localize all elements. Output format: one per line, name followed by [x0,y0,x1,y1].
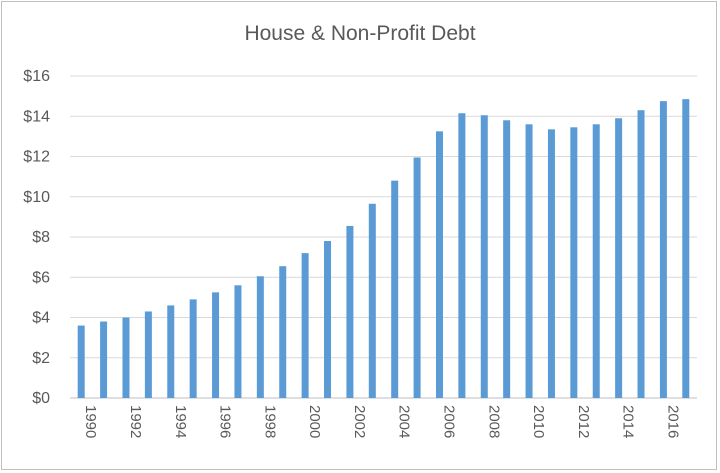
bar-1996 [212,292,220,398]
bar-2015 [637,110,645,399]
gridlines [70,75,697,399]
x-tick-label: 2006 [440,405,457,438]
x-tick-label: 2016 [664,405,681,438]
bar-series [77,99,690,399]
bar-2012 [570,127,578,398]
bar-2007 [458,113,466,398]
bar-1992 [122,317,130,398]
bar-1997 [234,285,242,398]
bar-1990 [77,325,85,398]
y-tick-label: $14 [23,108,50,125]
y-tick-label: $6 [32,269,50,286]
bar-2006 [435,131,443,398]
y-axis-ticks: $0 $2 $4 $6 $8 $10 $12 $14 $16 [23,68,50,407]
y-tick-label: $2 [32,350,50,367]
bar-2016 [659,101,667,398]
x-tick-label: 2002 [351,405,368,438]
bar-2005 [413,157,421,398]
bar-2011 [547,129,555,399]
y-tick-label: $0 [32,390,50,407]
bar-2004 [391,180,399,398]
bar-2003 [368,203,376,398]
bar-2009 [503,120,511,399]
y-tick-label: $8 [32,229,50,246]
x-tick-label: 2000 [306,405,323,438]
bar-2010 [525,124,533,399]
bar-2008 [480,115,488,399]
x-axis-ticks: 1990 1992 1994 1996 1998 2000 2002 2004 2006 2008… [82,405,681,438]
bar-1994 [167,305,175,398]
bar-2017 [682,99,690,399]
x-tick-label: 2010 [530,405,547,438]
bar-1998 [256,276,264,398]
y-tick-label: $4 [32,310,50,327]
y-tick-label: $10 [23,189,50,206]
x-tick-label: 1990 [82,405,99,438]
bar-2013 [592,124,600,399]
y-tick-label: $12 [23,149,50,166]
chart-title: House & Non-Profit Debt [244,22,476,45]
bar-1991 [100,321,108,398]
bar-1995 [189,299,197,398]
x-tick-label: 2004 [396,405,413,438]
bar-2000 [301,253,309,398]
bar-2014 [615,118,623,398]
x-tick-label: 1994 [172,405,189,438]
x-tick-label: 1992 [127,405,144,438]
bar-2001 [324,241,332,398]
x-tick-label: 2012 [575,405,592,438]
x-tick-label: 1998 [261,405,278,438]
bar-1993 [144,311,152,398]
bar-1999 [279,266,287,398]
x-tick-label: 2008 [485,405,502,438]
x-tick-label: 2014 [620,405,637,438]
x-tick-label: 1996 [217,405,234,438]
bar-2002 [346,225,354,398]
y-tick-label: $16 [23,68,50,85]
